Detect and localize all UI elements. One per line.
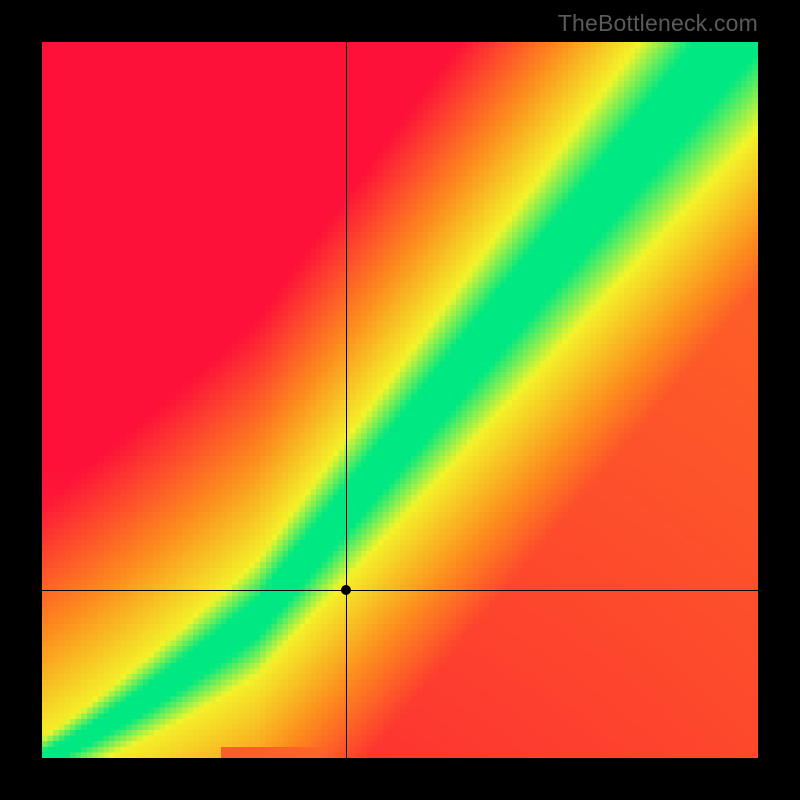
watermark-text: TheBottleneck.com bbox=[558, 10, 758, 37]
crosshair-vertical bbox=[346, 42, 347, 758]
bottleneck-heatmap bbox=[42, 42, 758, 758]
chart-container: TheBottleneck.com bbox=[0, 0, 800, 800]
crosshair-horizontal bbox=[42, 590, 758, 591]
